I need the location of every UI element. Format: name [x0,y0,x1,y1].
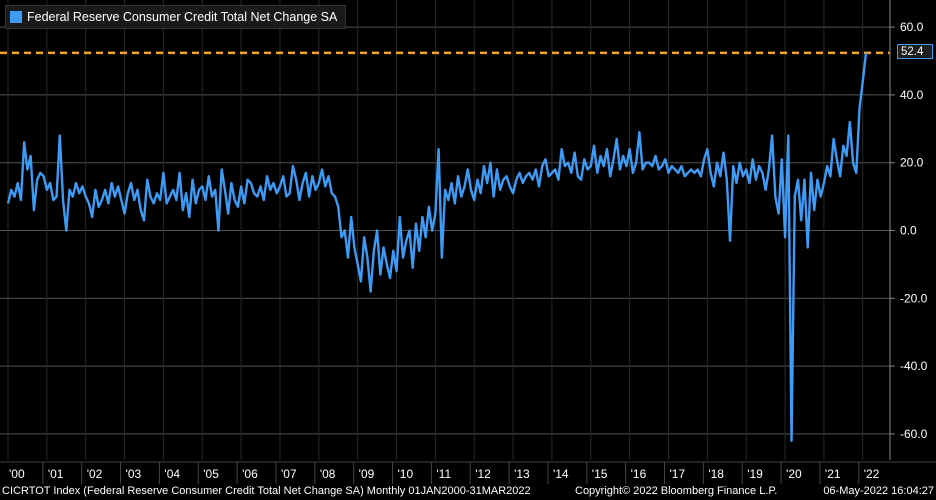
y-tick-label: 60.0 [900,20,924,34]
x-tick-label: '12 [475,467,491,481]
y-tick-label: -60.0 [900,427,928,441]
x-tick-label: '16 [631,467,647,481]
x-tick-label: '22 [864,467,880,481]
x-tick-label: '18 [708,467,724,481]
footer-index: CICRTOT Index (Federal Reserve Consumer … [2,485,531,497]
y-tick-label: -20.0 [900,291,928,305]
x-axis-ticks: '00 '01 '02 '03 '04 '05 '06 '07 '08 '09 '10 '11 '12 '… [0,461,936,484]
last-value-label: 52.4 [897,44,933,59]
footer: CICRTOT Index (Federal Reserve Consumer … [0,484,936,500]
y-tick-label: -40.0 [900,359,928,373]
x-tick-label: '19 [747,467,763,481]
x-tick-label: '01 [48,467,64,481]
x-tick-label: '20 [786,467,802,481]
x-tick-label: '07 [281,467,297,481]
x-tick-label: '06 [242,467,258,481]
x-tick-label: '15 [592,467,608,481]
y-tick-label: 0.0 [900,224,917,238]
legend-swatch [10,11,22,23]
x-tick-label: '11 [436,467,451,481]
series-line [6,52,868,442]
x-tick-label: '00 [9,467,25,481]
footer-timestamp: 06-May-2022 16:04:27 [823,485,934,497]
x-tick-label: '04 [164,467,180,481]
legend: Federal Reserve Consumer Credit Total Ne… [5,5,347,29]
x-tick-label: '14 [553,467,569,481]
x-tick-label: '08 [320,467,336,481]
y-tick-label: 20.0 [900,156,924,170]
legend-label: Federal Reserve Consumer Credit Total Ne… [27,10,338,24]
x-tick-label: '02 [87,467,103,481]
x-tick-label: '10 [398,467,414,481]
x-tick-label: '17 [669,467,685,481]
x-tick-label: '09 [359,467,375,481]
y-axis-ticks: 60.0 40.0 20.0 0.0 -20.0 -40.0 -60.0 [890,20,928,441]
chart-grid [0,0,890,460]
x-tick-label: '13 [514,467,530,481]
y-tick-label: 40.0 [900,88,924,102]
footer-copyright: Copyright© 2022 Bloomberg Finance L.P. [575,485,778,497]
x-tick-label: '05 [203,467,219,481]
x-tick-label: '03 [126,467,142,481]
x-tick-label: '21 [825,467,841,481]
